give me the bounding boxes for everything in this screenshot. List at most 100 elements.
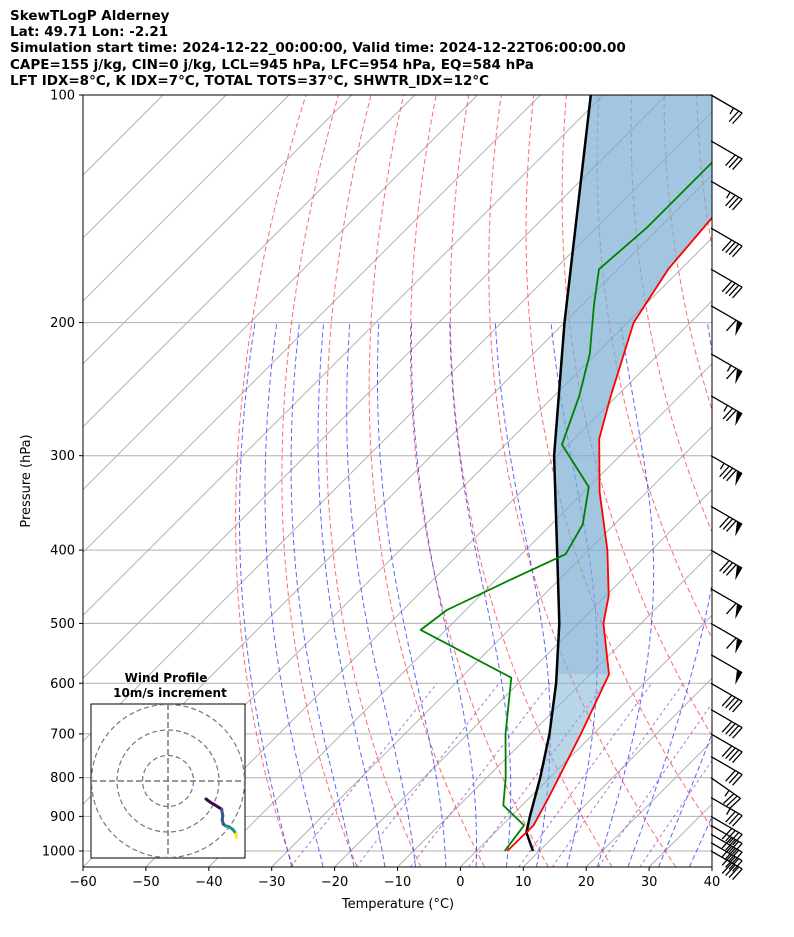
barb-full [721, 694, 733, 707]
wind-barb [710, 505, 743, 537]
barb-full [728, 772, 740, 784]
barb-full [723, 793, 735, 805]
x-axis-label: Temperature (°C) [341, 897, 454, 912]
chart-title: SkewTLogP Alderney [10, 8, 170, 24]
x-tick-label: −20 [321, 875, 348, 890]
barb-flag [735, 410, 743, 426]
barb-full [728, 698, 740, 711]
dewpoint-profile [419, 161, 712, 852]
dry-adiabat [488, 95, 677, 867]
y-tick-label: 200 [50, 316, 75, 331]
isotherm [83, 95, 290, 302]
barb-full [732, 245, 743, 258]
barb-staff [710, 622, 743, 642]
barb-full [728, 849, 740, 862]
barb-full [725, 194, 736, 207]
wind-barb [710, 777, 741, 809]
wind-barb [710, 227, 743, 258]
barb-staff [710, 94, 743, 114]
barb-full [719, 465, 730, 478]
barb-flag [735, 470, 743, 486]
x-tick-label: 30 [641, 875, 658, 890]
dry-adiabat [368, 95, 485, 867]
barb-full [728, 858, 740, 870]
wind-barb [710, 305, 743, 336]
barb-full [721, 721, 733, 733]
wind-barb [710, 815, 743, 846]
chart-header: SkewTLogP Alderney Lat: 49.71 Lon: -2.21… [10, 8, 626, 89]
barb-flag [735, 603, 743, 619]
barb-full [725, 282, 736, 295]
moist-adiabat [239, 322, 293, 867]
barb-staff [710, 268, 743, 288]
dry-adiabat [410, 95, 549, 867]
barb-full [732, 700, 743, 713]
barb-full [726, 319, 737, 332]
x-tick-label: −50 [132, 875, 159, 890]
y-tick-label: 900 [50, 810, 75, 825]
barb-full [732, 860, 743, 872]
barb-staff [710, 549, 743, 569]
wind-barb [710, 708, 743, 739]
x-tick-label: 10 [515, 875, 532, 890]
positive-area [554, 95, 712, 675]
barb-full [725, 723, 736, 735]
barb-full [721, 854, 733, 866]
wind-barb [710, 622, 743, 654]
location-line: Lat: 49.71 Lon: -2.21 [10, 24, 169, 41]
isotherm [83, 95, 478, 491]
wind-barb [710, 140, 743, 170]
mixing-ratio-line [639, 759, 712, 867]
barb-full [726, 469, 737, 482]
x-tick-label: 40 [704, 875, 721, 890]
barb-full [732, 751, 743, 763]
mixing-ratio-line [468, 683, 606, 867]
hodograph-title: Wind Profile [125, 671, 208, 685]
dry-adiabat [696, 95, 712, 250]
barb-full [726, 564, 737, 576]
moist-adiabat [410, 322, 477, 867]
wind-barb [710, 588, 743, 619]
wind-barb [710, 755, 743, 786]
barb-full [725, 696, 736, 709]
barb-staff [710, 682, 743, 702]
dry-adiabat [449, 95, 613, 867]
isotherm [460, 614, 712, 867]
barb-full [725, 747, 736, 759]
barb-full [719, 560, 730, 572]
dry-adiabat [561, 95, 712, 737]
background-lines [83, 95, 794, 867]
barb-staff [710, 180, 743, 200]
isotherm [522, 677, 712, 867]
barb-full [732, 842, 743, 855]
barb-full [732, 112, 743, 125]
barb-full [719, 516, 730, 528]
moist-adiabat [688, 815, 712, 867]
hodograph-subtitle: 10m/s increment [113, 686, 227, 700]
barb-full [732, 727, 743, 739]
barb-half [724, 789, 730, 797]
barb-half [719, 462, 725, 470]
temperature-profile [506, 216, 712, 852]
barb-flag [735, 368, 743, 384]
x-tick-label: 20 [578, 875, 595, 890]
mixing-ratio-line [597, 702, 712, 867]
barb-full [725, 838, 736, 851]
y-tick-label: 700 [50, 727, 75, 742]
barb-full [725, 154, 736, 166]
moist-adiabat [720, 323, 794, 867]
barb-staff [710, 305, 743, 325]
y-tick-label: 1000 [42, 844, 75, 859]
x-tick-label: −10 [384, 875, 411, 890]
barb-full [726, 367, 737, 380]
barb-full [725, 811, 736, 823]
dry-adiabat [762, 95, 794, 867]
barb-staff [710, 395, 743, 415]
dry-adiabat [325, 95, 422, 867]
barb-staff [710, 815, 743, 835]
mixing-ratio-line [409, 682, 551, 867]
barb-half [725, 808, 731, 816]
mixing-ratio-line [518, 683, 653, 867]
isotherm [83, 95, 353, 365]
